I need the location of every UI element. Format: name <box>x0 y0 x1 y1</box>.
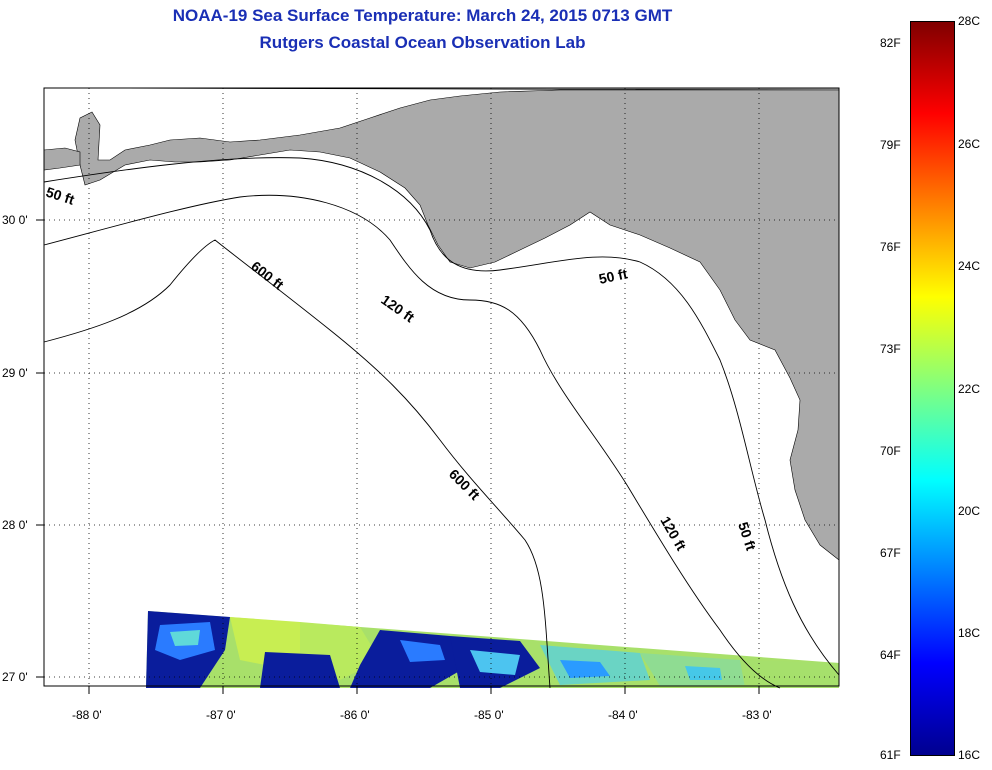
lon-label: -88 0' <box>72 708 102 722</box>
colorbar-label-c: 16C <box>958 748 981 762</box>
colorbar-label-c: 20C <box>958 504 981 518</box>
lon-label: -85 0' <box>474 708 504 722</box>
colorbar-label-c: 26C <box>958 137 981 151</box>
tick-marks <box>36 219 760 694</box>
sst-swath <box>146 611 839 688</box>
title-line-1: NOAA-19 Sea Surface Temperature: March 2… <box>172 6 673 25</box>
colorbar-label-c: 22C <box>958 382 981 396</box>
colorbar-label-f: 73F <box>880 342 901 356</box>
colorbar-label-f: 61F <box>880 748 901 762</box>
lat-label: 30 0' <box>2 213 28 227</box>
title-line-2: Rutgers Coastal Ocean Observation Lab <box>259 33 586 52</box>
colorbar-label-f: 79F <box>880 138 901 152</box>
lon-label: -87 0' <box>206 708 236 722</box>
depth-contours <box>43 157 840 689</box>
temperature-colorbar <box>910 21 955 756</box>
lat-label: 28 0' <box>2 518 28 532</box>
lat-label: 29 0' <box>2 366 28 380</box>
land-mass <box>43 87 840 561</box>
map-frame <box>43 87 840 687</box>
colorbar-label-f: 67F <box>880 546 901 560</box>
colorbar-label-c: 24C <box>958 259 981 273</box>
colorbar-label-f: 76F <box>880 240 901 254</box>
contour-label-50-east: 50 ft <box>597 265 629 287</box>
lon-label: -84 0' <box>608 708 638 722</box>
contour-50ft <box>43 157 840 676</box>
colorbar-label-f: 70F <box>880 444 901 458</box>
contour-120ft <box>43 194 781 689</box>
colorbar-label-c: 18C <box>958 626 981 640</box>
lat-label: 27 0' <box>2 670 28 684</box>
colorbar-label-f: 82F <box>880 36 901 50</box>
colorbar-label-c: 28C <box>958 14 981 28</box>
lon-label: -83 0' <box>742 708 772 722</box>
lon-label: -86 0' <box>340 708 370 722</box>
contour-600ft <box>43 239 551 689</box>
colorbar-label-f: 64F <box>880 648 901 662</box>
